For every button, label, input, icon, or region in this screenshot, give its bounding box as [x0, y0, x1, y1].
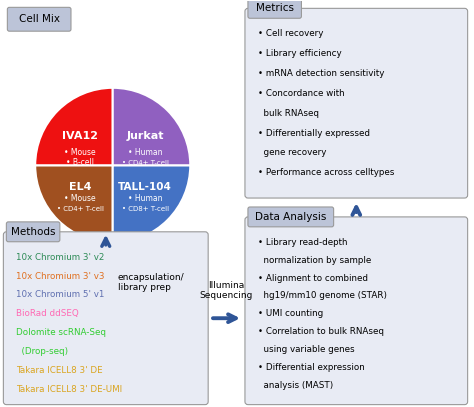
Text: EL4: EL4: [69, 182, 91, 192]
Text: • B-cell: • B-cell: [66, 158, 94, 167]
Text: • Differential expression: • Differential expression: [258, 363, 365, 372]
FancyBboxPatch shape: [248, 207, 334, 227]
Text: encapsulation/
library prep: encapsulation/ library prep: [118, 273, 184, 292]
Text: • Differentially expressed: • Differentially expressed: [258, 129, 370, 138]
FancyBboxPatch shape: [8, 7, 71, 31]
Wedge shape: [113, 165, 190, 243]
Text: • Performance across celltypes: • Performance across celltypes: [258, 168, 394, 177]
Text: • Library efficiency: • Library efficiency: [258, 49, 341, 58]
Text: 10x Chromium 3' v2: 10x Chromium 3' v2: [16, 253, 105, 262]
Text: Data Analysis: Data Analysis: [255, 212, 327, 222]
Text: Takara ICELL8 3' DE: Takara ICELL8 3' DE: [16, 366, 103, 375]
Text: • Human: • Human: [128, 194, 163, 203]
Text: • Human: • Human: [128, 148, 163, 157]
FancyBboxPatch shape: [6, 222, 60, 242]
Text: Takara ICELL8 3' DE-UMI: Takara ICELL8 3' DE-UMI: [16, 385, 122, 394]
Text: analysis (MAST): analysis (MAST): [258, 381, 333, 390]
Text: • Library read-depth: • Library read-depth: [258, 238, 347, 247]
Text: (Drop-seq): (Drop-seq): [16, 347, 68, 356]
Wedge shape: [35, 88, 113, 165]
Text: Cell Mix: Cell Mix: [18, 14, 60, 24]
FancyBboxPatch shape: [245, 217, 468, 405]
Text: • Cell recovery: • Cell recovery: [258, 29, 323, 38]
Text: • Mouse: • Mouse: [64, 194, 96, 203]
Text: • mRNA detection sensitivity: • mRNA detection sensitivity: [258, 69, 384, 78]
Text: • Alignment to combined: • Alignment to combined: [258, 274, 368, 282]
Text: BioRad ddSEQ: BioRad ddSEQ: [16, 309, 79, 318]
Text: • Concordance with: • Concordance with: [258, 89, 345, 98]
Wedge shape: [113, 88, 190, 165]
Text: • CD4+ T-cell: • CD4+ T-cell: [122, 160, 169, 166]
Text: Jurkat: Jurkat: [127, 131, 164, 141]
Text: • CD4+ T-cell: • CD4+ T-cell: [57, 206, 104, 212]
Text: Dolomite scRNA-Seq: Dolomite scRNA-Seq: [16, 328, 106, 337]
FancyBboxPatch shape: [248, 0, 301, 18]
FancyBboxPatch shape: [245, 8, 468, 198]
Text: gene recovery: gene recovery: [258, 149, 326, 158]
Text: hg19/mm10 genome (STAR): hg19/mm10 genome (STAR): [258, 291, 387, 300]
Text: 10x Chromium 3' v3: 10x Chromium 3' v3: [16, 271, 105, 280]
Text: Illumina
Sequencing: Illumina Sequencing: [200, 281, 253, 300]
Text: Metrics: Metrics: [255, 3, 294, 13]
Text: • Mouse: • Mouse: [64, 148, 96, 157]
Text: IVA12: IVA12: [62, 131, 98, 141]
Text: TALL-104: TALL-104: [118, 182, 172, 192]
Text: using variable genes: using variable genes: [258, 345, 355, 354]
Text: 10x Chromium 5' v1: 10x Chromium 5' v1: [16, 291, 105, 300]
Text: • UMI counting: • UMI counting: [258, 309, 323, 318]
Text: • Correlation to bulk RNAseq: • Correlation to bulk RNAseq: [258, 327, 384, 336]
Wedge shape: [35, 165, 113, 243]
Text: Methods: Methods: [11, 227, 55, 237]
FancyBboxPatch shape: [3, 232, 208, 405]
Text: • CD8+ T-cell: • CD8+ T-cell: [122, 206, 169, 212]
Text: bulk RNAseq: bulk RNAseq: [258, 109, 319, 118]
Text: normalization by sample: normalization by sample: [258, 256, 371, 265]
